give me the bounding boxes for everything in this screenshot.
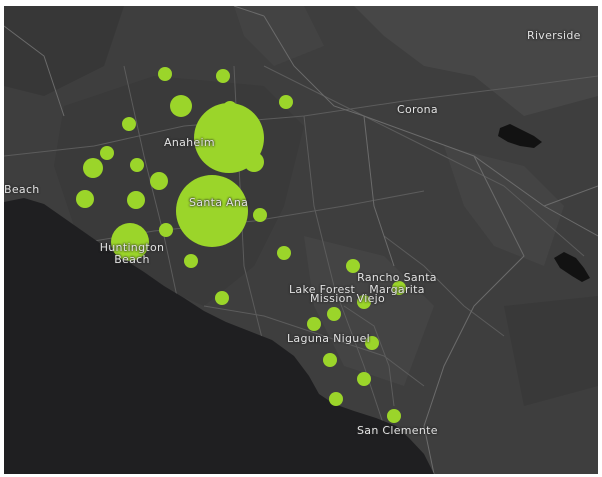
- lake: [554, 252, 590, 282]
- place-label-riverside: Riverside: [527, 29, 581, 42]
- map-symbol[interactable]: [253, 208, 267, 222]
- map-symbol[interactable]: [170, 95, 192, 117]
- map-symbol[interactable]: [184, 254, 198, 268]
- map-symbol[interactable]: [329, 392, 343, 406]
- map-symbol[interactable]: [277, 246, 291, 260]
- map-symbol[interactable]: [357, 295, 371, 309]
- place-label-lake-forest: Lake Forest: [289, 283, 356, 296]
- boundaries: [4, 6, 598, 474]
- basemap: [4, 6, 598, 474]
- place-label-laguna-niguel: Laguna Niguel: [287, 332, 370, 345]
- map-symbol[interactable]: [244, 152, 264, 172]
- map-symbol[interactable]: [323, 353, 337, 367]
- map-symbol[interactable]: [127, 191, 145, 209]
- map-symbol[interactable]: [279, 95, 293, 109]
- map-symbol[interactable]: [346, 259, 360, 273]
- map-symbol[interactable]: [122, 117, 136, 131]
- terrain-shading: [4, 6, 598, 406]
- place-label-mission-viejo: Mission Viejo: [310, 292, 386, 305]
- map-symbol[interactable]: [100, 146, 114, 160]
- place-label-huntington-beach: Huntington Beach: [99, 241, 165, 266]
- map-symbol[interactable]: [357, 372, 371, 386]
- map-symbol[interactable]: [83, 158, 103, 178]
- place-label-rancho-santa-margarita: Rancho Santa Margarita: [357, 271, 437, 296]
- place-label-corona: Corona: [397, 103, 438, 116]
- map-symbol[interactable]: [111, 223, 149, 261]
- map-symbol[interactable]: [158, 67, 172, 81]
- point-symbols: [76, 67, 406, 423]
- place-label-san-clemente: San Clemente: [357, 424, 438, 437]
- map-symbol[interactable]: [176, 175, 248, 247]
- map-symbol[interactable]: [130, 158, 144, 172]
- map-symbol[interactable]: [307, 317, 321, 331]
- place-label-beach: Beach: [4, 183, 40, 196]
- place-label-anaheim: Anaheim: [164, 136, 215, 149]
- map-symbol[interactable]: [387, 409, 401, 423]
- lake: [498, 124, 542, 148]
- place-label-santa-ana: Santa Ana: [189, 196, 249, 209]
- map-symbol[interactable]: [365, 336, 379, 350]
- map-symbol[interactable]: [159, 223, 173, 237]
- ocean: [4, 198, 434, 474]
- map-symbol[interactable]: [392, 281, 406, 295]
- map-symbol[interactable]: [76, 190, 94, 208]
- map-view[interactable]: Riverside Corona Anaheim Beach Santa Ana…: [4, 6, 598, 474]
- map-symbol[interactable]: [327, 307, 341, 321]
- map-symbol[interactable]: [216, 69, 230, 83]
- map-symbol[interactable]: [150, 172, 168, 190]
- map-symbol[interactable]: [215, 291, 229, 305]
